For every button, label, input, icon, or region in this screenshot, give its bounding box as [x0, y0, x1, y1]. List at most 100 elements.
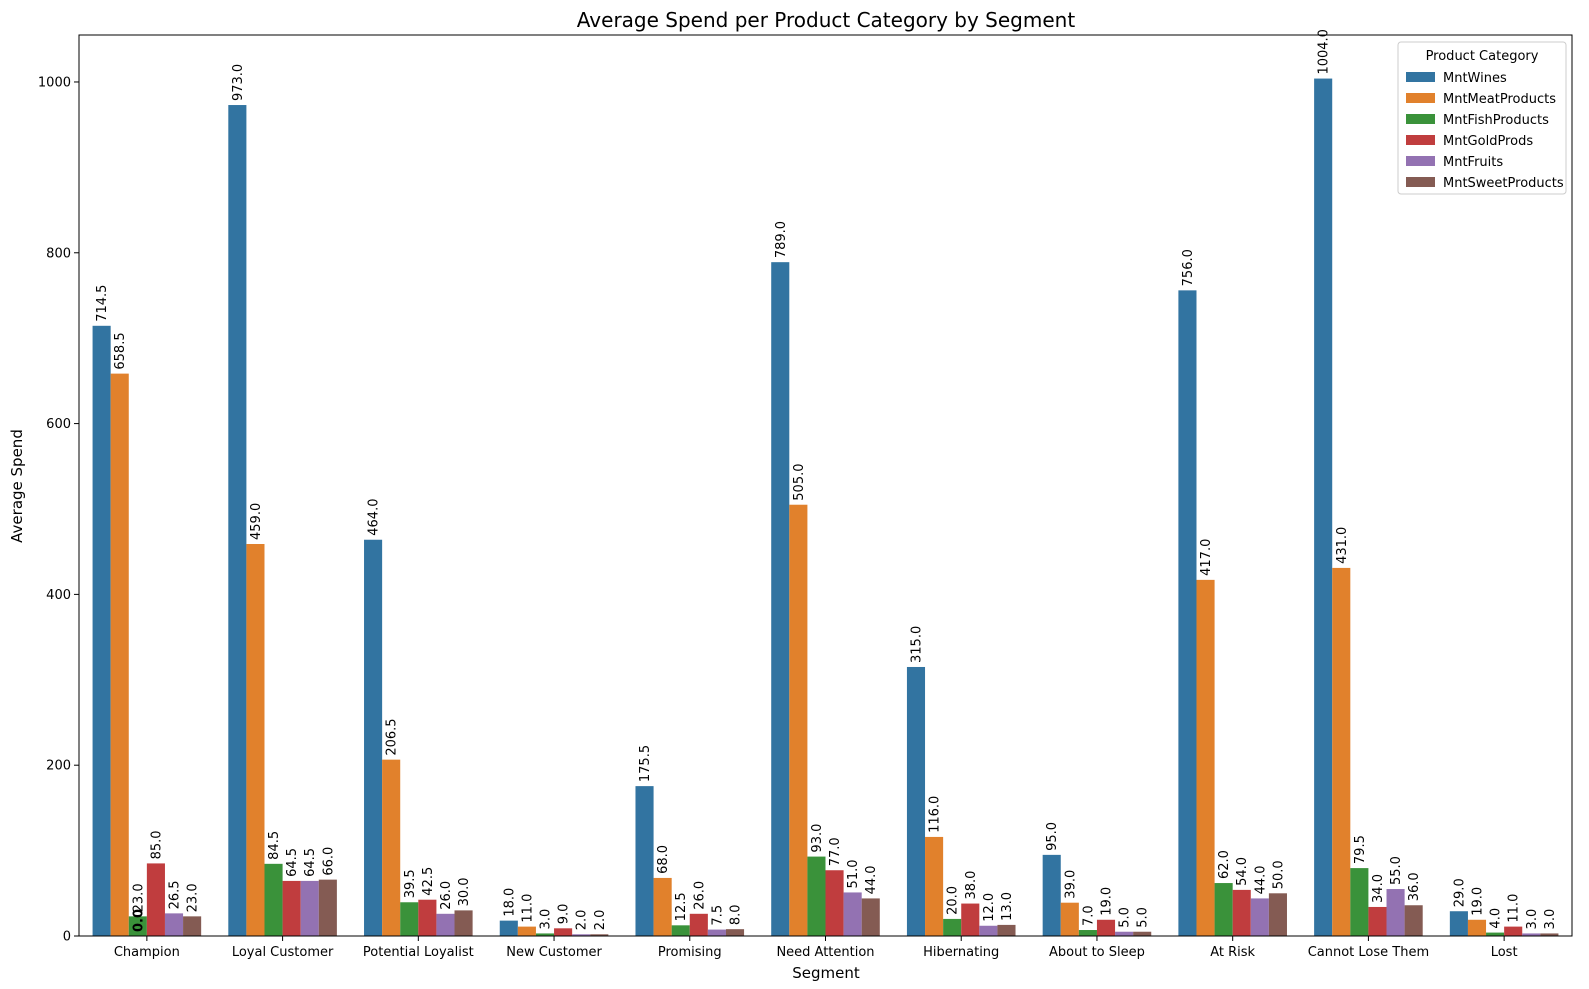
bar-MntMeatProducts-2 [382, 759, 401, 936]
data-label: 7.5 [710, 905, 725, 926]
bar-MntFruits-10 [1522, 933, 1541, 936]
data-label: 55.0 [1389, 856, 1404, 885]
bars-group [92, 78, 1559, 937]
data-label: 77.0 [828, 837, 843, 866]
data-label: 13.0 [1000, 892, 1015, 921]
data-label: 973.0 [231, 64, 246, 101]
data-label: 431.0 [1335, 527, 1350, 564]
data-label: 2.0 [575, 910, 590, 931]
bar-MntGoldProds-1 [282, 880, 301, 936]
data-label: 26.5 [168, 880, 183, 909]
y-axis-label: Average Spend [8, 429, 26, 543]
data-label: 64.5 [285, 848, 300, 877]
data-label: 34.0 [1371, 874, 1386, 903]
data-label: 789.0 [774, 221, 789, 258]
bar-MntFruits-3 [572, 934, 591, 936]
data-label: 417.0 [1199, 539, 1214, 576]
data-label: 3.0 [1543, 909, 1558, 930]
bar-MntWines-9 [1314, 78, 1333, 936]
y-tick-label: 800 [46, 246, 71, 261]
legend-title: Product Category [1426, 49, 1539, 64]
bar-MntMeatProducts-1 [246, 544, 265, 936]
data-label: 315.0 [909, 626, 924, 663]
bar-MntFishProducts-3 [535, 933, 555, 936]
data-label: 116.0 [928, 796, 943, 833]
data-label: 505.0 [792, 464, 807, 501]
legend-swatch [1406, 156, 1435, 166]
data-label: 95.0 [1045, 822, 1060, 851]
bar-MntGoldProds-5 [825, 870, 844, 936]
x-tick-label: Cannot Lose Them [1308, 945, 1429, 960]
x-tick-label: At Risk [1210, 945, 1255, 960]
bar-MntFruits-5 [843, 892, 862, 936]
bar-MntFruits-8 [1250, 898, 1269, 936]
bar-MntFruits-7 [1115, 931, 1134, 936]
x-axis: Champion Loyal Customer Potential Loyalist… [114, 936, 1518, 960]
bar-MntSweetProducts-8 [1268, 893, 1287, 936]
legend-entry: MntGoldProds [1443, 134, 1533, 149]
data-label: 19.0 [1100, 887, 1115, 916]
legend-box [1397, 41, 1567, 195]
y-tick-label: 400 [46, 588, 71, 603]
x-tick-label: Need Attention [776, 945, 874, 960]
bar-MntGoldProds-8 [1232, 889, 1251, 936]
legend-entry: MntMeatProducts [1443, 92, 1556, 107]
bar-MntGoldProds-10 [1504, 926, 1523, 936]
data-label: 51.0 [846, 859, 861, 888]
bar-MntWines-3 [499, 920, 518, 936]
bar-MntGoldProds-9 [1368, 906, 1387, 936]
data-label: 12.0 [982, 893, 997, 922]
bar-MntFishProducts-10 [1486, 932, 1505, 936]
bar-MntFishProducts-8 [1214, 883, 1233, 936]
x-tick-label: Potential Loyalist [363, 945, 474, 960]
bar-MntGoldProds-2 [418, 899, 437, 936]
bar-MntFishProducts-9 [1350, 868, 1369, 936]
y-tick-label: 200 [46, 759, 71, 774]
data-label: 2.0 [593, 910, 608, 931]
data-label: 26.0 [692, 881, 707, 910]
legend-swatch [1406, 177, 1435, 187]
bar-MntSweetProducts-7 [1133, 931, 1152, 936]
bar-MntSweetProducts-4 [725, 929, 745, 936]
bar-MntSweetProducts-10 [1540, 933, 1559, 936]
y-tick-label: 600 [46, 417, 71, 432]
data-label: 5.0 [1118, 907, 1133, 928]
data-label: 7.0 [1081, 905, 1096, 926]
legend-swatch [1406, 72, 1435, 82]
legend-entry: MntWines [1443, 71, 1507, 86]
bar-MntFruits-0 [164, 913, 184, 936]
bar-MntWines-1 [228, 105, 247, 936]
bar-MntSweetProducts-2 [454, 910, 473, 936]
bar-MntFishProducts-5 [807, 856, 826, 936]
data-label: 9.0 [557, 904, 572, 925]
data-label: 44.0 [1253, 865, 1268, 894]
data-label: 44.0 [864, 865, 879, 894]
bar-MntFishProducts-7 [1078, 930, 1097, 936]
legend-swatch [1406, 114, 1435, 124]
x-tick-label: About to Sleep [1049, 945, 1145, 960]
data-label: 1004.0 [1317, 29, 1332, 75]
data-label: 459.0 [249, 503, 264, 540]
data-label: 42.5 [421, 867, 436, 896]
bar-MntSweetProducts-5 [861, 898, 880, 936]
legend-swatch [1406, 93, 1435, 103]
data-label: 714.5 [95, 285, 110, 322]
legend-swatch [1406, 135, 1435, 145]
bar-MntWines-0 [92, 325, 111, 936]
bar-MntMeatProducts-4 [653, 877, 672, 936]
data-label: 19.0 [1470, 887, 1485, 916]
bar-MntMeatProducts-6 [925, 836, 944, 936]
data-label: 5.0 [1136, 907, 1151, 928]
legend-entry: MntFishProducts [1443, 113, 1549, 128]
data-label: 26.0 [439, 881, 454, 910]
y-tick-label: 1000 [38, 75, 71, 90]
bar-MntFruits-9 [1386, 889, 1405, 936]
data-label: 64.5 [303, 848, 318, 877]
data-label: 30.0 [457, 877, 472, 906]
bar-MntMeatProducts-9 [1332, 567, 1351, 936]
x-tick-label: Lost [1491, 945, 1518, 960]
data-label: 68.0 [656, 845, 671, 874]
bar-MntWines-7 [1042, 854, 1061, 936]
x-tick-label: Champion [114, 945, 180, 960]
